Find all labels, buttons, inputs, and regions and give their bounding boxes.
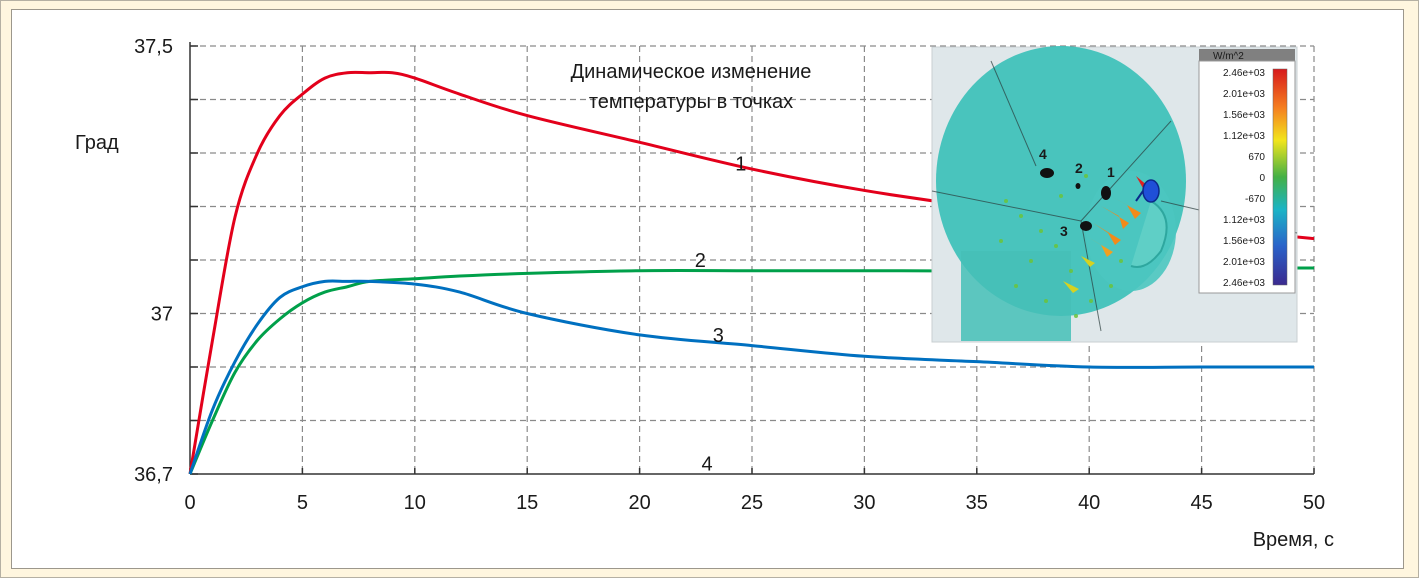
colorbar-label: 2.01e+03: [1223, 257, 1265, 268]
point-labels: 4 2 1 3: [1039, 146, 1115, 239]
field-vectors: [1063, 176, 1149, 293]
colorbar: W/m^2 2.46e+03 2.01e+03 1.56e+03 1.12e+03 67…: [1198, 49, 1296, 294]
chart-subtitle: температуры в точках: [589, 91, 793, 113]
x-tick-label: 35: [966, 492, 988, 514]
x-tick-label: 45: [1190, 492, 1212, 514]
curve-label-2: 2: [695, 250, 706, 272]
head-silhouette: [936, 46, 1186, 341]
point-label-1: 1: [1107, 164, 1115, 180]
x-tick-label: 5: [297, 492, 308, 514]
colorbar-label: 2.01e+03: [1223, 89, 1265, 100]
y-tick-label: 37,5: [134, 36, 173, 58]
point-label-2: 2: [1075, 160, 1083, 176]
x-tick-labels: 0 5 10 15 20 25 30 35 40 45 50: [184, 492, 1325, 514]
y-tick-label: 36,7: [134, 464, 173, 486]
x-tick-label: 40: [1078, 492, 1100, 514]
y-axis-label: Град: [75, 132, 119, 154]
x-tick-label: 30: [853, 492, 875, 514]
colorbar-label: 670: [1248, 152, 1265, 163]
point-label-3: 3: [1060, 223, 1068, 239]
point-label-4: 4: [1039, 146, 1047, 162]
x-tick-label: 20: [628, 492, 650, 514]
colorbar-label: 1.12e+03: [1223, 215, 1265, 226]
colorbar-label: 2.46e+03: [1223, 68, 1265, 79]
y-tick-label: 37: [151, 304, 173, 326]
inset-border: [931, 46, 1298, 343]
axes: [189, 42, 1315, 475]
x-tick-label: 25: [741, 492, 763, 514]
x-axis-label: Время, с: [1253, 529, 1334, 551]
measurement-points: [1040, 168, 1111, 231]
field-speckles: [999, 174, 1123, 318]
head-model-inset: 4 2 1 3 W/m^2: [931, 46, 1298, 343]
antenna-source: [1135, 179, 1160, 203]
x-tick-label: 0: [184, 492, 195, 514]
chart-title-group: Динамическое изменение температуры в точ…: [571, 61, 812, 113]
colorbar-label: 0: [1259, 173, 1265, 184]
chart-title: Динамическое изменение: [571, 61, 812, 83]
colorbar-label: 1.56e+03: [1223, 236, 1265, 247]
colorbar-label: 1.56e+03: [1223, 110, 1265, 121]
curve-label-1: 1: [735, 154, 746, 176]
colorbar-labels: 2.46e+03 2.01e+03 1.56e+03 1.12e+03 670 0 -670…: [1223, 68, 1265, 289]
series-line-3: [188, 279, 1314, 475]
colorbar-units: W/m^2: [1213, 51, 1244, 62]
curve-label-4: 4: [701, 453, 712, 475]
y-tick-labels: 36,7 37 37,5: [134, 36, 173, 486]
curve-label-3: 3: [713, 325, 724, 347]
x-tick-label: 10: [404, 492, 426, 514]
curve-labels: 1 2 3 4: [695, 154, 747, 476]
colorbar-label: 2.46e+03: [1223, 278, 1265, 289]
x-tick-label: 50: [1303, 492, 1325, 514]
colorbar-label: -670: [1245, 194, 1265, 205]
x-tick-label: 15: [516, 492, 538, 514]
colorbar-label: 1.12e+03: [1223, 131, 1265, 142]
